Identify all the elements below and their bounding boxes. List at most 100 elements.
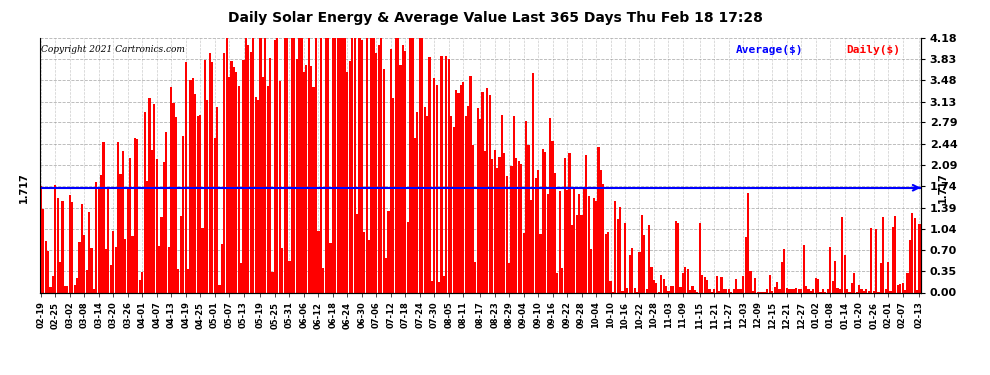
Bar (209, 53, 211, 292)
Bar (634, 288, 636, 292)
Bar (259, 38, 261, 292)
Bar (160, 216, 162, 292)
Bar (219, 285, 221, 292)
Bar (472, 145, 474, 292)
Bar (600, 170, 602, 292)
Bar (776, 282, 778, 292)
Text: Copyright 2021 Cartronics.com: Copyright 2021 Cartronics.com (42, 45, 185, 54)
Bar (632, 248, 634, 292)
Bar (153, 104, 155, 292)
Bar (45, 241, 47, 292)
Bar (78, 242, 80, 292)
Bar (404, 51, 407, 292)
Bar (899, 284, 901, 292)
Bar (424, 107, 426, 292)
Bar (417, 112, 419, 292)
Bar (467, 106, 469, 292)
Bar (662, 279, 664, 292)
Bar (455, 90, 457, 292)
Bar (182, 135, 184, 292)
Bar (146, 181, 148, 292)
Bar (865, 290, 867, 292)
Bar (491, 159, 493, 292)
Bar (709, 290, 711, 292)
Bar (426, 116, 428, 292)
Bar (252, 38, 254, 292)
Bar (170, 87, 172, 292)
Bar (919, 224, 921, 292)
Bar (800, 289, 802, 292)
Bar (197, 116, 199, 292)
Bar (271, 272, 273, 292)
Bar (421, 38, 424, 292)
Bar (177, 270, 179, 292)
Bar (530, 200, 532, 292)
Bar (853, 273, 855, 292)
Bar (457, 93, 459, 292)
Bar (665, 286, 667, 292)
Bar (320, 38, 322, 292)
Bar (619, 207, 622, 292)
Bar (204, 60, 206, 292)
Bar (249, 52, 251, 292)
Bar (107, 187, 110, 292)
Bar (43, 209, 45, 292)
Bar (645, 290, 647, 292)
Bar (535, 178, 537, 292)
Bar (419, 38, 421, 292)
Bar (699, 223, 701, 292)
Bar (781, 262, 783, 292)
Bar (375, 53, 377, 292)
Bar (83, 236, 85, 292)
Bar (880, 263, 882, 292)
Bar (718, 291, 720, 292)
Bar (540, 234, 542, 292)
Bar (677, 223, 679, 292)
Text: Daily($): Daily($) (845, 45, 900, 55)
Bar (520, 164, 523, 292)
Bar (553, 173, 556, 292)
Bar (348, 61, 350, 292)
Bar (474, 261, 476, 292)
Bar (395, 38, 397, 292)
Bar (597, 147, 600, 292)
Bar (281, 248, 283, 292)
Bar (438, 282, 441, 292)
Bar (150, 150, 152, 292)
Bar (228, 77, 231, 292)
Bar (385, 258, 387, 292)
Bar (308, 38, 310, 292)
Bar (88, 212, 90, 292)
Bar (549, 118, 551, 292)
Bar (286, 38, 288, 292)
Bar (568, 153, 570, 292)
Bar (342, 38, 344, 292)
Bar (593, 198, 595, 292)
Bar (187, 270, 189, 292)
Bar (134, 138, 136, 292)
Bar (508, 263, 510, 292)
Bar (571, 225, 573, 292)
Bar (127, 187, 129, 292)
Bar (233, 67, 235, 292)
Bar (226, 38, 228, 292)
Bar (129, 158, 132, 292)
Bar (192, 78, 194, 292)
Bar (90, 248, 93, 292)
Bar (788, 290, 790, 292)
Bar (231, 61, 233, 292)
Bar (583, 187, 585, 292)
Bar (906, 273, 909, 292)
Bar (293, 38, 295, 292)
Bar (842, 217, 843, 292)
Bar (254, 97, 256, 292)
Bar (641, 215, 643, 292)
Bar (431, 281, 433, 292)
Bar (875, 230, 877, 292)
Bar (501, 116, 503, 292)
Bar (829, 248, 832, 292)
Bar (846, 290, 848, 292)
Bar (766, 290, 768, 292)
Bar (808, 290, 810, 292)
Bar (274, 39, 276, 292)
